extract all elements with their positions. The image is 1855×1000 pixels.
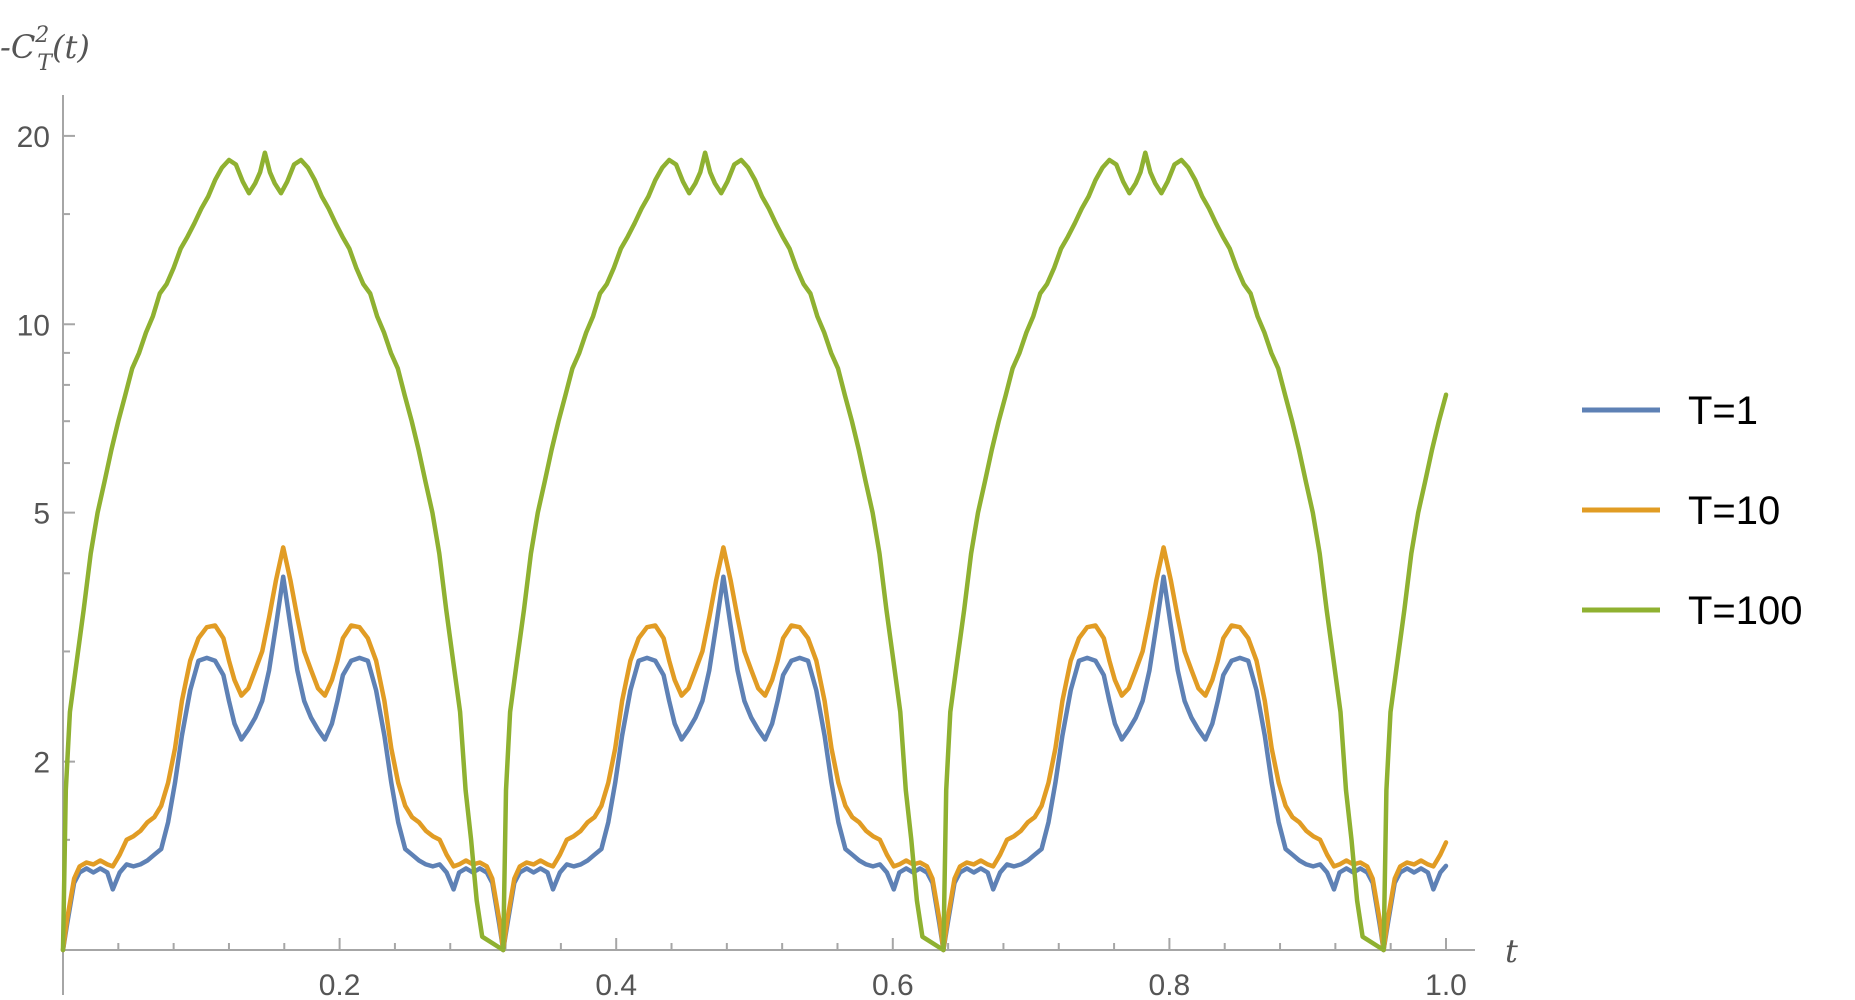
legend: T=1 T=10 T=100 <box>1582 389 1803 633</box>
series-line-t-1 <box>60 574 1449 953</box>
x-tick-label: 0.2 <box>319 969 361 1000</box>
plot-area <box>60 150 1449 953</box>
legend-label: T=10 <box>1688 489 1780 533</box>
axes: 0.2 0.4 0.6 0.8 1.0 2 5 10 20 <box>17 95 1475 1000</box>
legend-label: T=1 <box>1688 389 1758 433</box>
series-line-t-10 <box>60 545 1449 953</box>
x-tick-label: 0.6 <box>872 969 914 1000</box>
x-axis-ticks: 0.2 0.4 0.6 0.8 1.0 <box>117 938 1467 1000</box>
legend-label: T=100 <box>1688 589 1803 633</box>
x-tick-label: 0.8 <box>1149 969 1191 1000</box>
y-axis-title-superscript: 2 <box>34 23 49 48</box>
x-tick-label: 0.4 <box>595 969 637 1000</box>
y-axis-title-tail: (t) <box>52 28 90 66</box>
y-axis-title-subscript: T <box>37 51 54 76</box>
y-tick-label: 5 <box>33 498 50 531</box>
y-axis-title-main: -C <box>0 28 35 66</box>
series-line-t-100 <box>60 150 1449 953</box>
y-tick-label: 20 <box>17 121 50 154</box>
x-axis-title: t <box>1505 932 1518 970</box>
y-axis-title: -C2 T(t) <box>0 23 90 76</box>
y-tick-label: 10 <box>17 309 50 342</box>
y-tick-label: 2 <box>33 747 50 780</box>
x-tick-label: 1.0 <box>1425 969 1467 1000</box>
y-axis-ticks: 2 5 10 20 <box>17 121 75 841</box>
